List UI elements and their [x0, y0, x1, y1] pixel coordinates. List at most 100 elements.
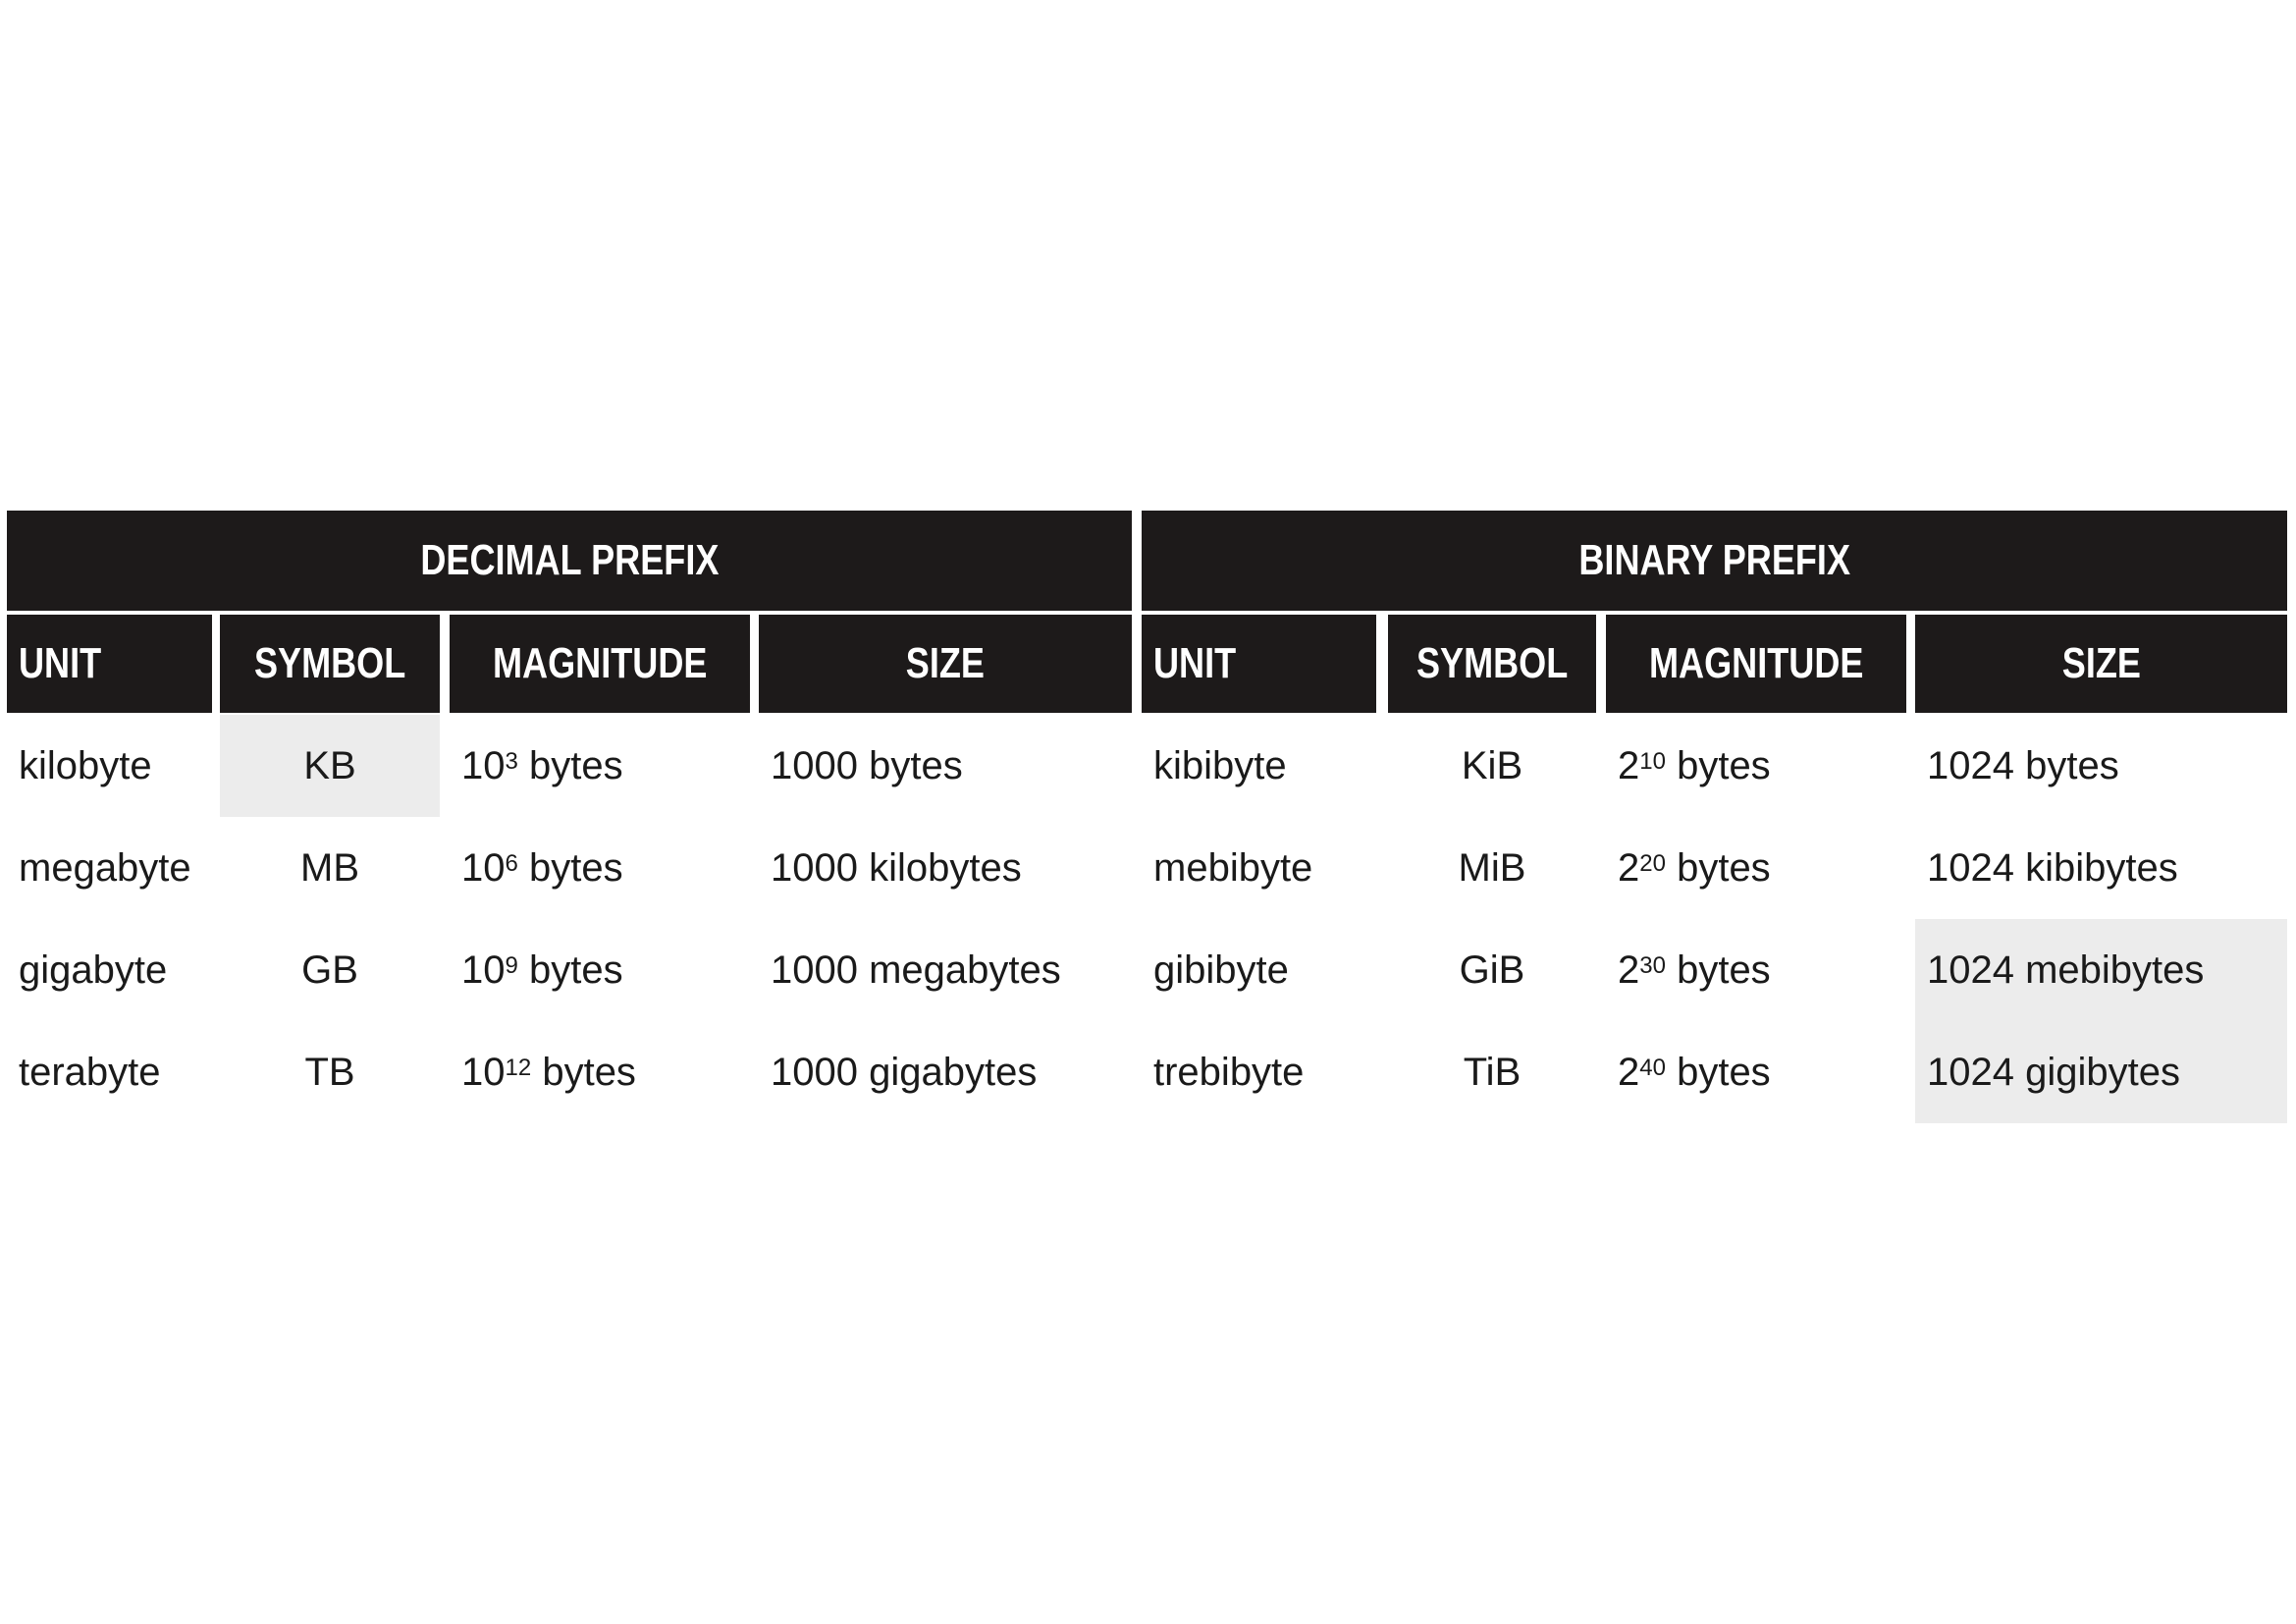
size-value: 1000 bytes [771, 743, 963, 787]
magnitude-base: 10 [461, 743, 506, 787]
decimal-header-unit: UNIT [7, 615, 212, 713]
size-value: 1024 bytes [1927, 743, 2119, 787]
binary-row-1-symbol: MiB [1388, 817, 1596, 919]
header-label: MAGNITUDE [1648, 639, 1864, 687]
binary-header-size: SIZE [1915, 615, 2287, 713]
unit-name: kibibyte [1153, 743, 1287, 787]
decimal-row-1-symbol: MB [220, 817, 440, 919]
unit-symbol: GiB [1459, 947, 1525, 992]
decimal-row-3-size: 1000 gigabytes [759, 1021, 1132, 1123]
unit-name: kilobyte [19, 743, 152, 787]
decimal-row-0-unit: kilobyte [7, 715, 212, 817]
binary-row-2-unit: gibibyte [1142, 919, 1376, 1021]
binary-row-0-unit: kibibyte [1142, 715, 1376, 817]
unit-symbol: KiB [1461, 743, 1523, 787]
size-value: 1000 megabytes [771, 947, 1061, 992]
unit-symbol: TB [304, 1050, 355, 1094]
magnitude-exponent: 12 [505, 1055, 532, 1081]
unit-name: gibibyte [1153, 947, 1289, 992]
binary-row-3-unit: trebibyte [1142, 1021, 1376, 1123]
binary-header-unit: UNIT [1142, 615, 1376, 713]
binary-row-3-magnitude: 2 40 bytes [1606, 1021, 1906, 1123]
unit-name: mebibyte [1153, 845, 1313, 890]
decimal-row-1-size: 1000 kilobytes [759, 817, 1132, 919]
decimal-row-0-magnitude: 10 3 bytes [450, 715, 750, 817]
decimal-header-magnitude: MAGNITUDE [450, 615, 750, 713]
header-label: UNIT [1153, 639, 1237, 687]
decimal-row-0-symbol: KB [220, 715, 440, 817]
binary-row-1-unit: mebibyte [1142, 817, 1376, 919]
magnitude-unit: bytes [1677, 743, 1771, 787]
binary-prefix-title: BINARY PREFIX [1142, 511, 2287, 611]
magnitude-base: 2 [1618, 1050, 1640, 1094]
decimal-header-symbol: SYMBOL [220, 615, 440, 713]
unit-name: trebibyte [1153, 1050, 1305, 1094]
size-value: 1000 kilobytes [771, 845, 1022, 890]
size-value: 1000 gigabytes [771, 1050, 1038, 1094]
unit-symbol: MB [300, 845, 359, 890]
binary-row-1-magnitude: 2 20 bytes [1606, 817, 1906, 919]
magnitude-exponent: 30 [1639, 952, 1666, 979]
magnitude-unit: bytes [528, 947, 623, 992]
header-label: SYMBOL [1415, 639, 1569, 687]
header-label: SYMBOL [253, 639, 406, 687]
binary-row-2-symbol: GiB [1388, 919, 1596, 1021]
decimal-row-3-symbol: TB [220, 1021, 440, 1123]
header-label: MAGNITUDE [492, 639, 708, 687]
unit-name: terabyte [19, 1050, 161, 1094]
magnitude-exponent: 20 [1639, 850, 1666, 877]
magnitude-unit: bytes [528, 743, 623, 787]
unit-symbol: TiB [1463, 1050, 1522, 1094]
magnitude-base: 2 [1618, 947, 1640, 992]
decimal-row-2-size: 1000 megabytes [759, 919, 1132, 1021]
unit-name: megabyte [19, 845, 191, 890]
binary-row-3-size: 1024 gigibytes [1915, 1021, 2287, 1123]
magnitude-base: 2 [1618, 845, 1640, 890]
header-label: SIZE [905, 639, 986, 687]
unit-symbol: GB [301, 947, 358, 992]
unit-name: gigabyte [19, 947, 168, 992]
magnitude-exponent: 3 [505, 748, 518, 775]
size-value: 1024 gigibytes [1927, 1050, 2180, 1094]
magnitude-exponent: 9 [505, 952, 518, 979]
decimal-header-size: SIZE [759, 615, 1132, 713]
decimal-row-2-magnitude: 10 9 bytes [450, 919, 750, 1021]
decimal-row-3-unit: terabyte [7, 1021, 212, 1123]
unit-symbol: KB [303, 743, 356, 787]
header-label: SIZE [2061, 639, 2141, 687]
decimal-row-0-size: 1000 bytes [759, 715, 1132, 817]
binary-row-2-size: 1024 mebibytes [1915, 919, 2287, 1021]
magnitude-base: 2 [1618, 743, 1640, 787]
magnitude-exponent: 40 [1639, 1055, 1666, 1081]
binary-row-0-symbol: KiB [1388, 715, 1596, 817]
binary-row-0-size: 1024 bytes [1915, 715, 2287, 817]
magnitude-exponent: 10 [1639, 748, 1666, 775]
decimal-row-1-unit: megabyte [7, 817, 212, 919]
binary-header-symbol: SYMBOL [1388, 615, 1596, 713]
magnitude-base: 10 [461, 1050, 506, 1094]
decimal-title-text: DECIMAL PREFIX [419, 536, 720, 584]
magnitude-unit: bytes [542, 1050, 636, 1094]
size-value: 1024 kibibytes [1927, 845, 2178, 890]
binary-header-magnitude: MAGNITUDE [1606, 615, 1906, 713]
binary-row-0-magnitude: 2 10 bytes [1606, 715, 1906, 817]
magnitude-unit: bytes [1677, 1050, 1771, 1094]
header-label: UNIT [19, 639, 102, 687]
binary-row-1-size: 1024 kibibytes [1915, 817, 2287, 919]
binary-row-2-magnitude: 2 30 bytes [1606, 919, 1906, 1021]
magnitude-base: 10 [461, 845, 506, 890]
decimal-row-1-magnitude: 10 6 bytes [450, 817, 750, 919]
decimal-row-2-unit: gigabyte [7, 919, 212, 1021]
magnitude-unit: bytes [1677, 947, 1771, 992]
magnitude-exponent: 6 [505, 850, 518, 877]
magnitude-base: 10 [461, 947, 506, 992]
size-value: 1024 mebibytes [1927, 947, 2205, 992]
binary-row-3-symbol: TiB [1388, 1021, 1596, 1123]
decimal-row-2-symbol: GB [220, 919, 440, 1021]
magnitude-unit: bytes [1677, 845, 1771, 890]
unit-symbol: MiB [1458, 845, 1526, 890]
magnitude-unit: bytes [528, 845, 623, 890]
decimal-row-3-magnitude: 10 12 bytes [450, 1021, 750, 1123]
decimal-prefix-title: DECIMAL PREFIX [7, 511, 1132, 611]
binary-title-text: BINARY PREFIX [1578, 536, 1850, 584]
